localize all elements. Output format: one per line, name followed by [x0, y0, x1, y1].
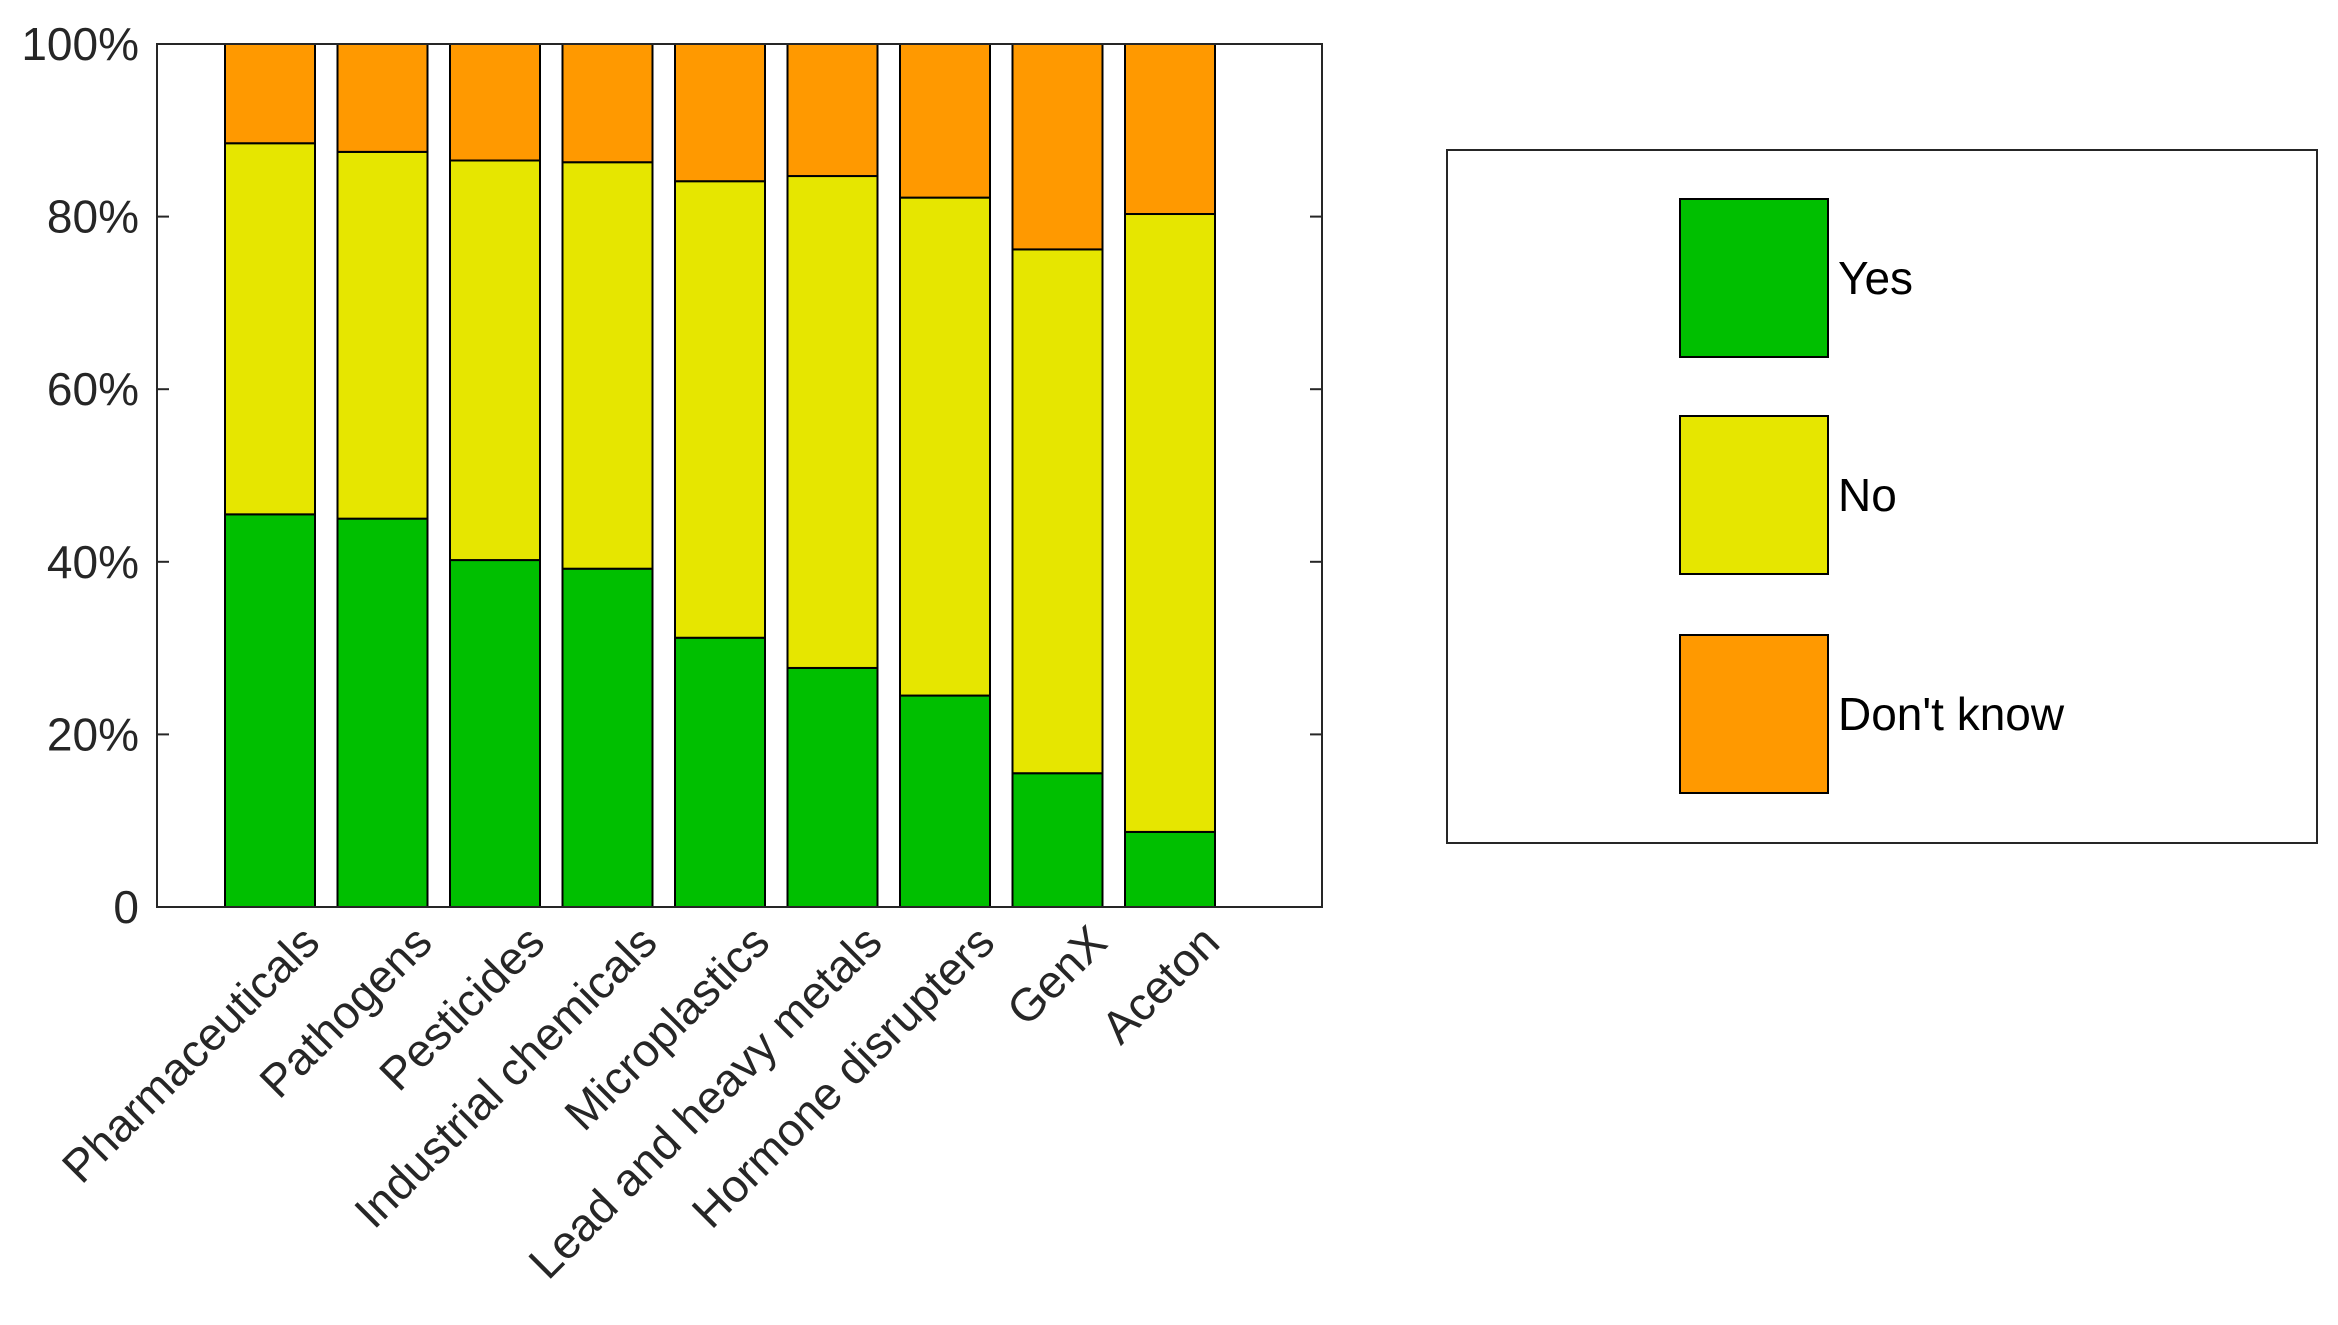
bar-yes-aceton [1124, 830, 1216, 908]
legend-label-don-t-know: Don't know [1838, 688, 2065, 740]
bar-no-pesticides [449, 159, 541, 562]
y-axis-tick-labels: 0 20% 40% 60% 80% 100% [21, 18, 139, 933]
bar-don-t-know-aceton [1124, 43, 1216, 216]
x-tick-label-aceton: Aceton [1091, 915, 1229, 1053]
bar-yes-microplastics [674, 636, 766, 908]
bar-no-pathogens [336, 150, 429, 520]
bar-yes-industrial-chemicals [561, 567, 654, 908]
bar-don-t-know-hormone-disrupters [899, 43, 991, 199]
bar-don-t-know-lead-and-heavy-metals [786, 43, 879, 178]
bar-don-t-know-genx [1011, 43, 1104, 251]
bar-no-industrial-chemicals [561, 161, 654, 570]
bar-no-pharmaceuticals [224, 142, 316, 516]
legend-label-yes: Yes [1838, 252, 1913, 304]
y-tick-label: 40% [47, 536, 139, 588]
y-tick-label: 60% [47, 363, 139, 415]
bar-no-lead-and-heavy-metals [786, 175, 879, 669]
y-tick-label: 0 [113, 881, 139, 933]
bar-don-t-know-pharmaceuticals [224, 43, 316, 145]
bar-yes-pharmaceuticals [224, 513, 316, 909]
bar-don-t-know-pesticides [449, 43, 541, 162]
bar-no-genx [1011, 248, 1104, 775]
legend-swatch-no [1679, 415, 1829, 575]
legend: Yes No Don't know [1446, 149, 2318, 844]
y-tick-label: 80% [47, 191, 139, 243]
bar-no-microplastics [674, 180, 766, 639]
y-axis-ticks [157, 43, 1322, 908]
bars [224, 43, 1216, 909]
bar-yes-hormone-disrupters [899, 694, 991, 908]
y-tick-label: 20% [47, 708, 139, 760]
bar-yes-pathogens [336, 517, 429, 909]
x-axis-tick-labels: PharmaceuticalsPathogensPesticidesIndust… [52, 915, 1229, 1288]
bar-don-t-know-pathogens [336, 43, 429, 153]
bar-yes-pesticides [449, 559, 541, 908]
bar-yes-genx [1011, 772, 1104, 908]
legend-swatch-don-t-know [1679, 634, 1829, 794]
bar-no-hormone-disrupters [899, 196, 991, 697]
plot-frame [156, 43, 1323, 908]
bar-don-t-know-industrial-chemicals [561, 43, 654, 164]
legend-swatch-yes [1679, 198, 1829, 358]
legend-box [1446, 149, 2318, 844]
bar-don-t-know-microplastics [674, 43, 766, 183]
bar-yes-lead-and-heavy-metals [786, 666, 879, 909]
bar-no-aceton [1124, 213, 1216, 833]
y-tick-label: 100% [21, 18, 139, 70]
legend-label-no: No [1838, 469, 1897, 521]
